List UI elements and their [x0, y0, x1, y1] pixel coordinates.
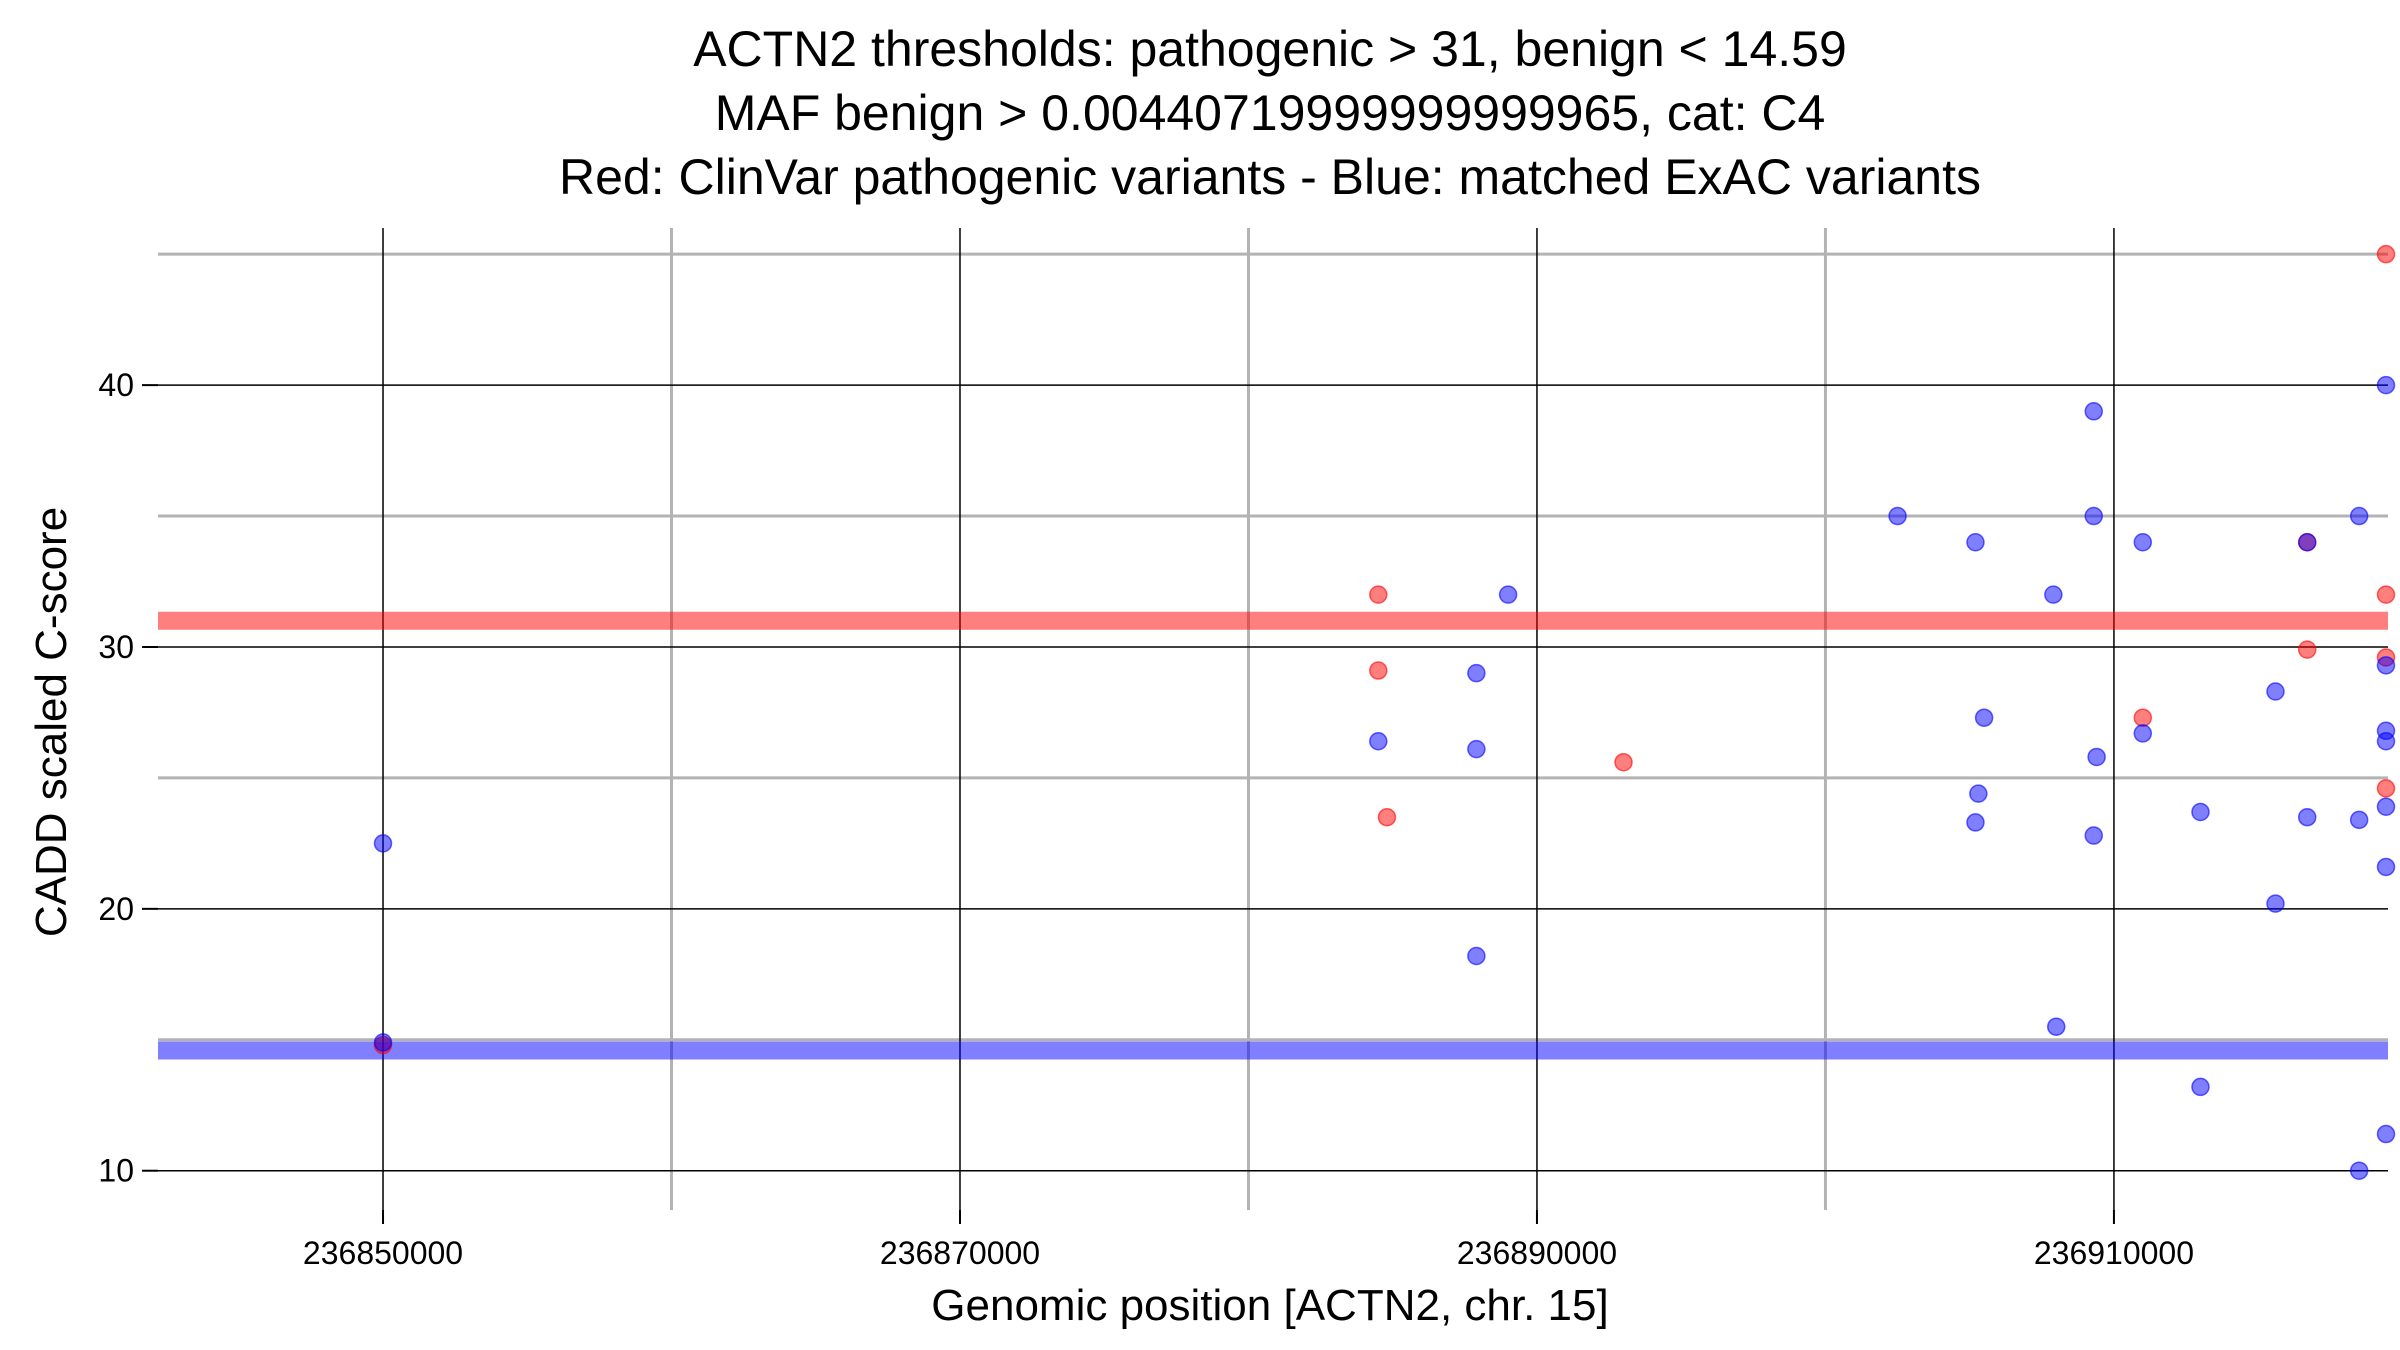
benign-point: [2349, 506, 2369, 526]
y-tick-label: 30: [98, 629, 134, 665]
benign-point: [2087, 747, 2106, 767]
benign-point: [1974, 708, 1994, 727]
benign-point: [2266, 894, 2285, 913]
benign-point: [1369, 732, 1388, 751]
benign-point: [2349, 810, 2369, 830]
benign-point: [2376, 857, 2396, 877]
benign-point: [2044, 585, 2063, 604]
benign-point: [1966, 532, 1985, 552]
benign-point: [2133, 532, 2153, 552]
chart-title-line-3: Red: ClinVar pathogenic variants - Blue:…: [559, 149, 1981, 205]
benign-point: [373, 834, 393, 853]
x-tick-label: 236850000: [303, 1235, 463, 1271]
x-tick-label: 236870000: [880, 1235, 1040, 1271]
y-tick-label: 40: [98, 367, 134, 403]
benign-point: [1966, 813, 1985, 832]
threshold-lines: [158, 611, 2388, 1060]
benign-point: [1467, 739, 1486, 759]
benign-point: [2133, 724, 2153, 743]
benign-point: [1498, 585, 1518, 604]
benign-point: [2191, 1077, 2210, 1097]
chart-title-line-2: MAF benign > 0.00440719999999999965, cat…: [715, 85, 1826, 141]
pathogenic-point: [2297, 640, 2317, 659]
benign-point: [1467, 663, 1486, 683]
benign-point: [1969, 784, 1988, 803]
pathogenic-point: [2376, 779, 2396, 798]
benign-point: [2297, 532, 2317, 552]
benign-point: [373, 1033, 393, 1052]
grid-minor-lines: [158, 228, 2388, 1210]
benign-point: [2084, 506, 2103, 526]
x-axis-tick-labels: 236850000 236870000 236890000 236910000: [303, 1235, 2194, 1271]
pathogenic-point: [1369, 585, 1388, 604]
benign-point: [2376, 1124, 2396, 1144]
y-tick-label: 10: [98, 1153, 134, 1189]
chart-title-line-1: ACTN2 thresholds: pathogenic > 31, benig…: [693, 21, 1847, 77]
benign-point: [2191, 802, 2210, 822]
y-axis-title: CADD scaled C-score: [27, 507, 76, 937]
grid-major-lines: [142, 228, 2388, 1224]
benign-point: [2376, 656, 2396, 675]
x-axis-title: Genomic position [ACTN2, chr. 15]: [931, 1281, 1608, 1330]
benign-point: [2376, 375, 2396, 395]
benign-point: [2084, 402, 2103, 421]
benign-point: [2266, 682, 2285, 701]
benign-point: [2376, 732, 2396, 751]
pathogenic-point: [2376, 585, 2396, 604]
benign-point: [2084, 826, 2103, 845]
benign-point: [2297, 807, 2317, 827]
pathogenic-point: [2376, 244, 2396, 264]
y-axis-tick-labels: 10 20 30 40: [98, 367, 134, 1189]
pathogenic-point: [1369, 661, 1388, 680]
benign-point: [2046, 1017, 2066, 1036]
y-tick-label: 20: [98, 891, 134, 927]
pathogenic-point: [2133, 708, 2153, 727]
data-points: [373, 244, 2396, 1180]
pathogenic-point: [1614, 752, 1633, 772]
benign-point: [2349, 1161, 2369, 1180]
chart-title: ACTN2 thresholds: pathogenic > 31, benig…: [559, 21, 1981, 205]
benign-point: [1467, 946, 1486, 966]
benign-point: [1888, 506, 1907, 526]
x-tick-label: 236910000: [2034, 1235, 2194, 1271]
benign-point: [2376, 797, 2396, 816]
x-tick-label: 236890000: [1457, 1235, 1617, 1271]
pathogenic-point: [1377, 807, 1397, 827]
